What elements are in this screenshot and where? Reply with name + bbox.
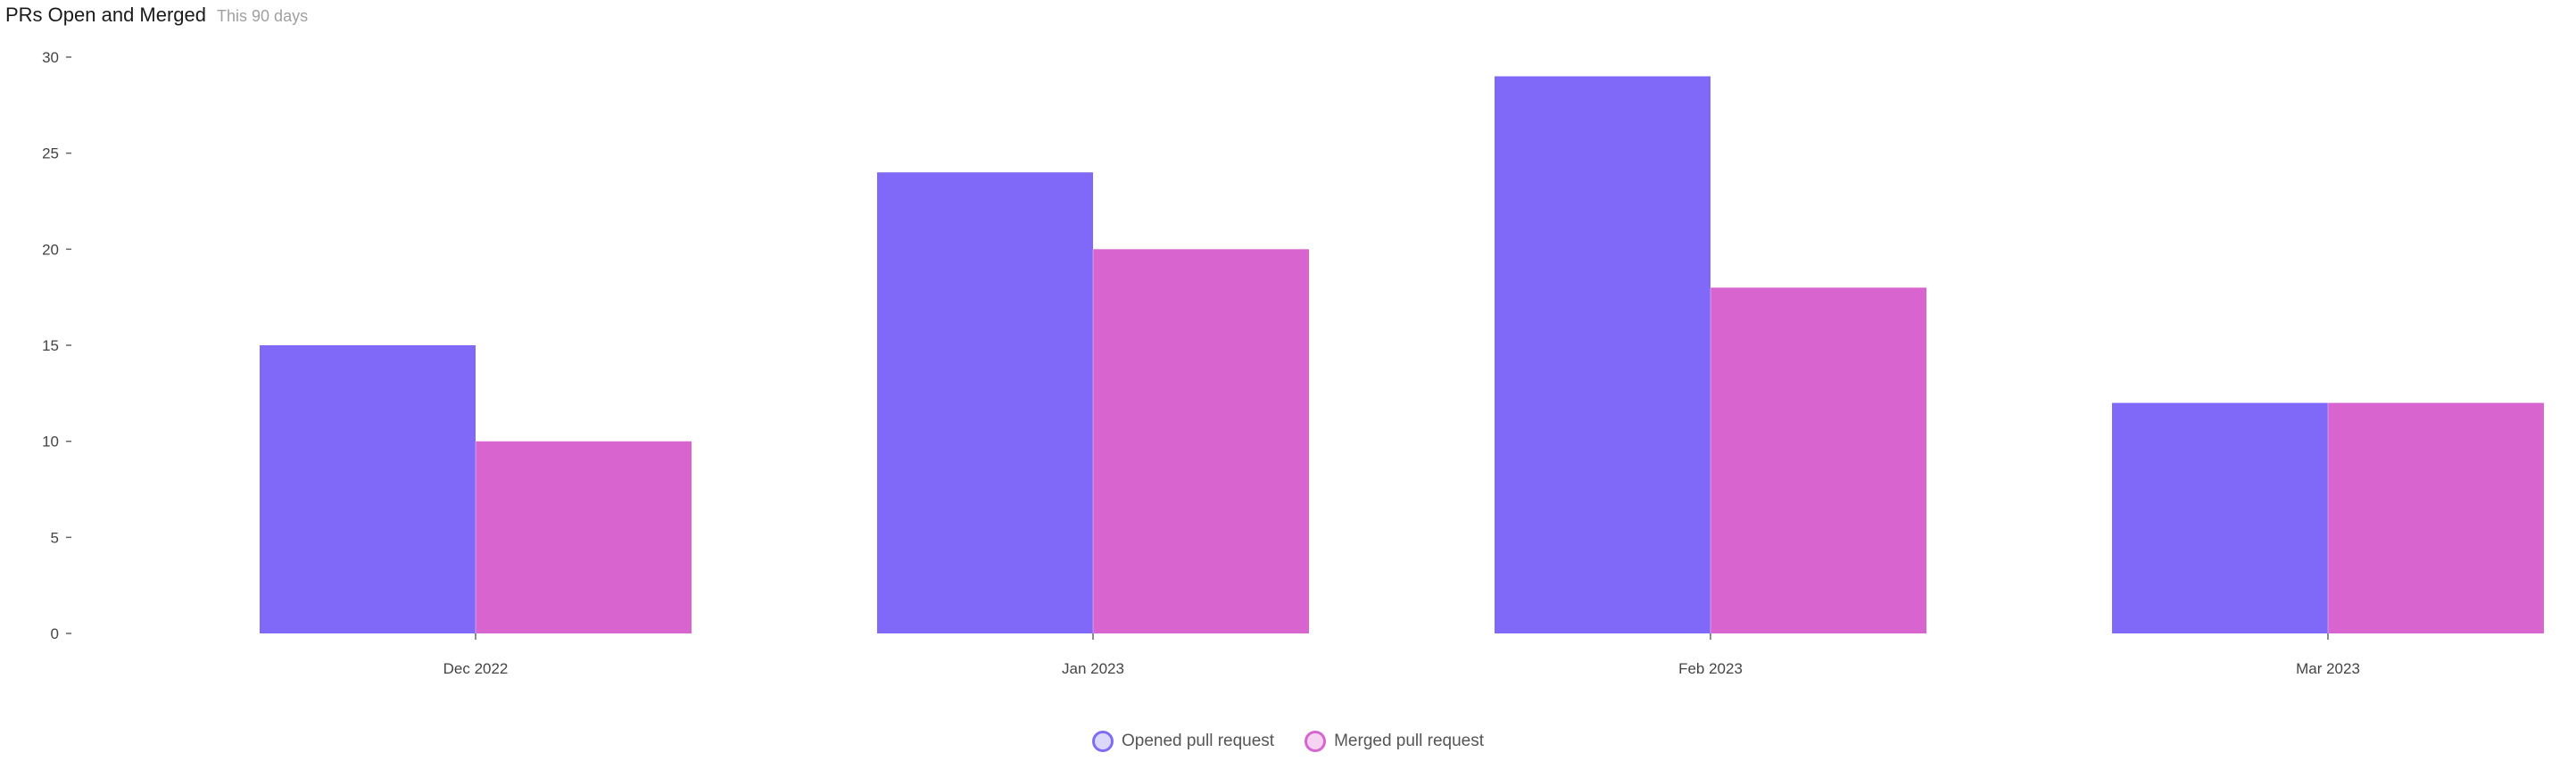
- chart-subtitle: This 90 days: [217, 7, 309, 25]
- bar-opened-mar-2023: [2112, 402, 2328, 633]
- y-tick-label-20: 20: [42, 241, 59, 258]
- y-tick-label-30: 30: [42, 49, 59, 66]
- legend-label-opened: Opened pull request: [1121, 732, 1275, 750]
- bar-opened-feb-2023: [1495, 76, 1710, 634]
- bar-opened-dec-2022: [260, 345, 476, 633]
- bar-opened-jan-2023: [877, 172, 1093, 633]
- chart-legend: Opened pull request Merged pull request: [0, 726, 2576, 757]
- x-tick-label-feb-2023: Feb 2023: [1678, 660, 1743, 677]
- legend-item-merged[interactable]: Merged pull request: [1305, 731, 1484, 752]
- legend-swatch-opened: [1091, 731, 1114, 752]
- bar-merged-dec-2022: [476, 441, 692, 633]
- y-tick-label-0: 0: [51, 625, 59, 642]
- bar-merged-jan-2023: [1093, 249, 1309, 633]
- chart-header: PRs Open and Merged This 90 days: [5, 4, 308, 30]
- legend-swatch-merged: [1305, 731, 1327, 752]
- legend-item-opened[interactable]: Opened pull request: [1091, 731, 1275, 752]
- bar-merged-mar-2023: [2328, 402, 2544, 633]
- y-tick-label-25: 25: [42, 145, 59, 162]
- x-tick-label-dec-2022: Dec 2022: [443, 660, 509, 677]
- chart-title: PRs Open and Merged: [5, 4, 207, 26]
- y-tick-label-10: 10: [42, 434, 59, 451]
- x-tick-label-jan-2023: Jan 2023: [1062, 660, 1124, 677]
- bar-merged-feb-2023: [1710, 287, 1926, 633]
- x-tick-label-mar-2023: Mar 2023: [2296, 660, 2360, 677]
- legend-label-merged: Merged pull request: [1334, 732, 1485, 750]
- y-tick-label-15: 15: [42, 337, 59, 354]
- y-tick-label-5: 5: [51, 529, 59, 546]
